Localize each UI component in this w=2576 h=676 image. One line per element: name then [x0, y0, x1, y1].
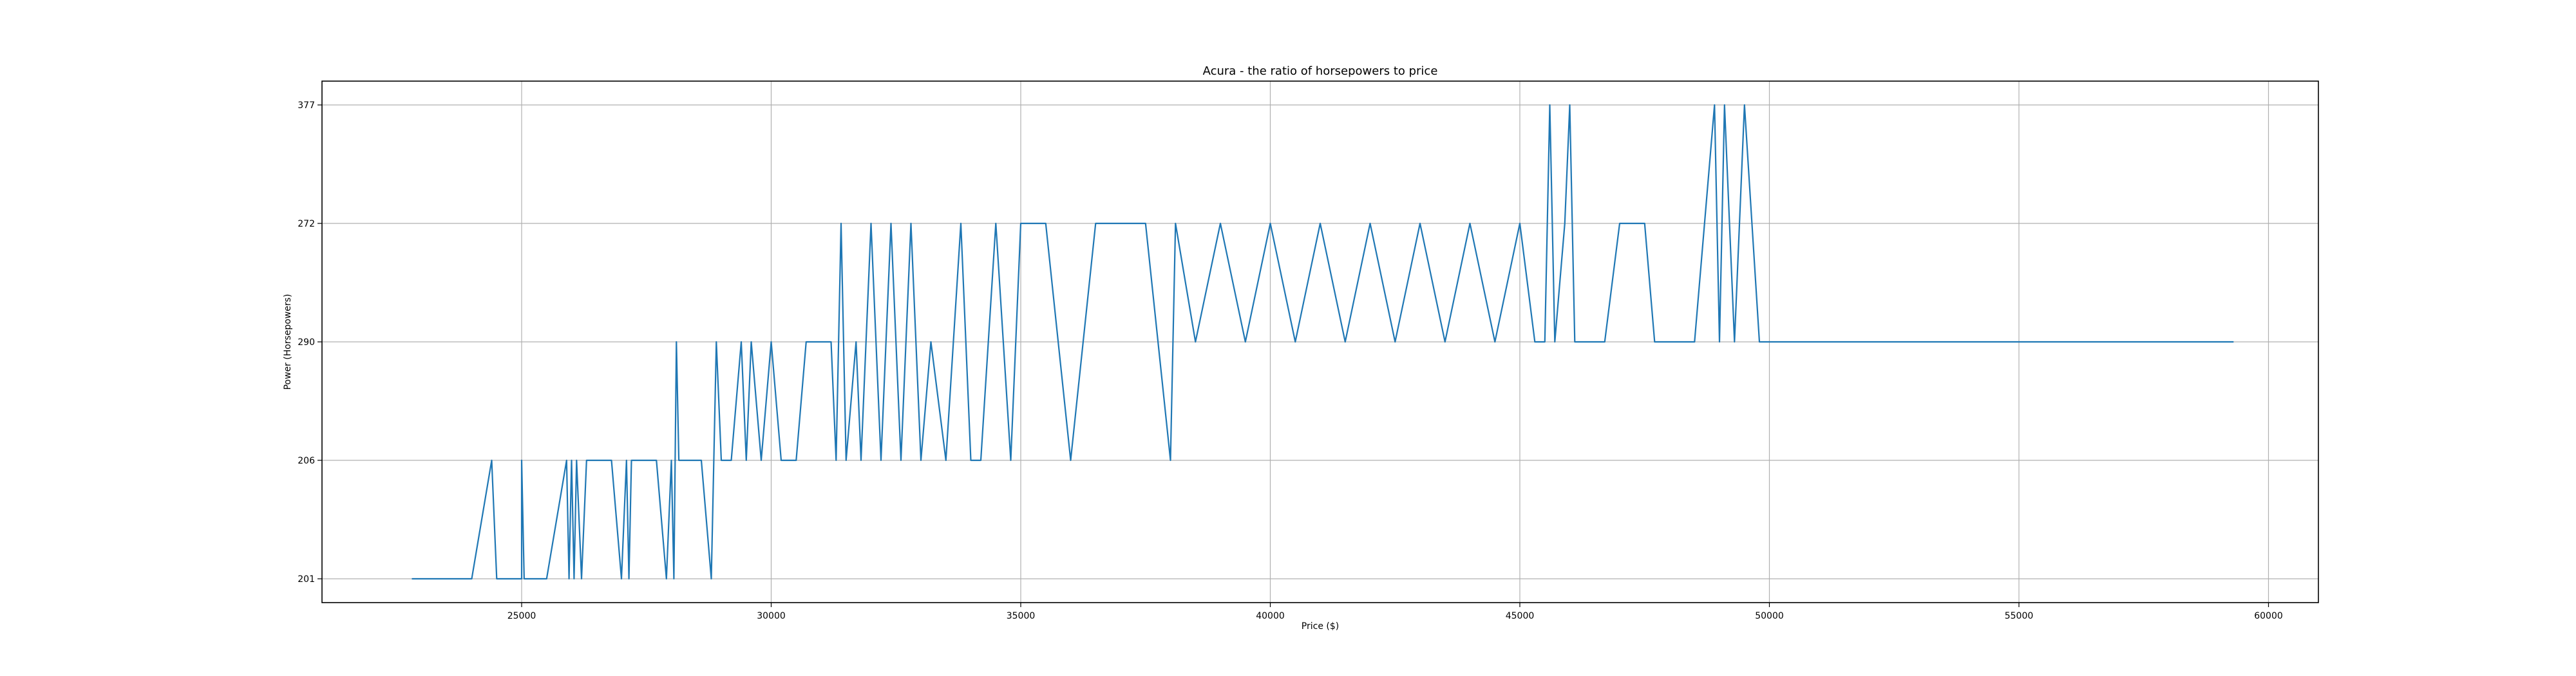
y-tick-label: 377 [298, 100, 315, 111]
y-axis-label: Power (Horsepowers) [283, 294, 293, 390]
y-axis: 201 206 290 272 377 [298, 100, 322, 585]
y-tick-label: 201 [298, 574, 315, 585]
x-axis: 25000 30000 35000 40000 45000 50000 55000 60000 [507, 603, 2283, 621]
x-tick-label: 25000 [507, 611, 536, 621]
x-tick-label: 30000 [757, 611, 786, 621]
x-tick-label: 35000 [1007, 611, 1036, 621]
series-line [412, 104, 2234, 580]
x-tick-label: 55000 [2005, 611, 2034, 621]
x-tick-label: 50000 [1755, 611, 1784, 621]
y-tick-label: 272 [298, 219, 315, 229]
series-layer [412, 104, 2234, 580]
x-axis-label: Price ($) [1302, 621, 1339, 632]
x-tick-label: 40000 [1256, 611, 1285, 621]
chart-title: Acura - the ratio of horsepowers to pric… [1203, 64, 1438, 78]
y-tick-label: 206 [298, 456, 315, 466]
x-tick-label: 60000 [2254, 611, 2283, 621]
y-tick-label: 290 [298, 337, 315, 348]
x-tick-label: 45000 [1506, 611, 1535, 621]
